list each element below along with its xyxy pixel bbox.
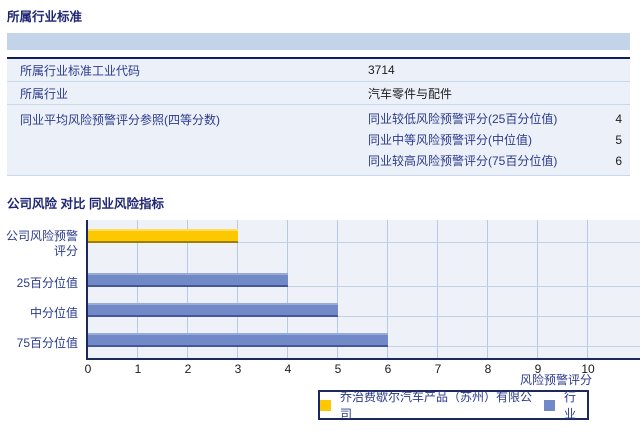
x-tick-label: 8 bbox=[484, 362, 492, 376]
chart-band bbox=[88, 328, 640, 358]
bar bbox=[88, 333, 388, 347]
company-legend-swatch bbox=[320, 399, 331, 411]
plot-area bbox=[86, 220, 640, 360]
gridline bbox=[387, 220, 388, 358]
quartile-item: 同业较低风险预警评分(25百分位值) 4 bbox=[368, 108, 630, 129]
gridline bbox=[237, 220, 238, 358]
x-tick-label: 10 bbox=[581, 362, 595, 376]
y-category-label: 75百分位值 bbox=[16, 335, 78, 350]
quartile-item: 同业较高风险预警评分(75百分位值) 6 bbox=[368, 150, 630, 171]
company-legend-label: 乔治费歇尔汽车产品（苏州）有限公司 bbox=[340, 390, 533, 421]
x-tick-label: 1 bbox=[134, 362, 142, 376]
quartile-value: 6 bbox=[615, 153, 622, 168]
industry-table: 所属行业标准工业代码 3714 所属行业 汽车零件与配件 同业平均风险预警评分参… bbox=[7, 33, 630, 176]
row-value: 汽车零件与配件 bbox=[368, 86, 453, 101]
quartile-label: 同业中等风险预警评分(中位值) bbox=[368, 133, 532, 147]
gridline bbox=[337, 220, 338, 358]
gridline bbox=[187, 220, 188, 358]
quartile-value: 5 bbox=[615, 132, 622, 147]
industry-legend-label: 行业 bbox=[564, 390, 577, 421]
y-category-label: 中分位值 bbox=[29, 305, 78, 320]
bar bbox=[88, 303, 338, 317]
bar-baseline bbox=[88, 316, 640, 317]
chart-band bbox=[88, 220, 640, 268]
table-header-gap bbox=[7, 50, 630, 57]
gridline bbox=[587, 220, 588, 358]
comparison-section-title: 公司风险 对比 同业风险指标 bbox=[7, 197, 164, 211]
quartile-item: 同业中等风险预警评分(中位值) 5 bbox=[368, 129, 630, 150]
chart-category-axis: 公司风险预警评分 25百分位值中分位值 75百分位值 bbox=[0, 220, 82, 358]
x-tick-label: 3 bbox=[234, 362, 242, 376]
industry-section-title: 所属行业标准 bbox=[7, 10, 83, 24]
bar bbox=[88, 229, 238, 243]
x-tick-label: 9 bbox=[534, 362, 542, 376]
y-category-label: 公司风险预警评分 bbox=[5, 229, 78, 258]
chart-x-axis: 0 1 2 3 4 5 6 7 8 9 10 bbox=[85, 362, 640, 376]
row-label: 同业平均风险预警评分参照(四等分数) bbox=[20, 113, 220, 127]
bar-baseline bbox=[88, 242, 640, 243]
chart-legend: 乔治费歇尔汽车产品（苏州）有限公司 行业 bbox=[318, 390, 589, 421]
table-row: 所属行业标准工业代码 3714 bbox=[7, 59, 630, 82]
x-tick-label: 4 bbox=[284, 362, 292, 376]
industry-legend-swatch bbox=[544, 399, 556, 411]
gridline bbox=[287, 220, 288, 358]
table-body: 所属行业标准工业代码 3714 所属行业 汽车零件与配件 同业平均风险预警评分参… bbox=[7, 57, 630, 176]
x-tick-label: 0 bbox=[84, 362, 92, 376]
x-tick-label: 5 bbox=[334, 362, 342, 376]
x-tick-label: 6 bbox=[384, 362, 392, 376]
quartile-label: 同业较低风险预警评分(25百分位值) bbox=[368, 112, 558, 126]
y-category-label: 25百分位值 bbox=[16, 275, 78, 290]
x-tick-label: 7 bbox=[434, 362, 442, 376]
chart-band bbox=[88, 298, 640, 328]
table-row-quartiles: 同业平均风险预警评分参照(四等分数) 同业较低风险预警评分(25百分位值) 4 … bbox=[7, 105, 630, 175]
quartile-label: 同业较高风险预警评分(75百分位值) bbox=[368, 154, 558, 168]
gridline bbox=[437, 220, 438, 358]
table-row: 所属行业 汽车零件与配件 bbox=[7, 82, 630, 105]
bar-baseline bbox=[88, 286, 640, 287]
x-tick-label: 2 bbox=[184, 362, 192, 376]
table-header-band bbox=[7, 33, 630, 50]
gridline bbox=[537, 220, 538, 358]
quartile-list: 同业较低风险预警评分(25百分位值) 4 同业中等风险预警评分(中位值) 5 同… bbox=[368, 108, 630, 171]
x-axis-title: 风险预警评分 bbox=[519, 373, 592, 387]
bar bbox=[88, 273, 288, 287]
gridline bbox=[137, 220, 138, 358]
quartile-value: 4 bbox=[615, 111, 622, 126]
row-label: 所属行业 bbox=[20, 86, 69, 101]
row-value: 3714 bbox=[368, 63, 395, 77]
row-label: 所属行业标准工业代码 bbox=[20, 63, 141, 78]
chart-band bbox=[88, 268, 640, 298]
gridline bbox=[487, 220, 488, 358]
